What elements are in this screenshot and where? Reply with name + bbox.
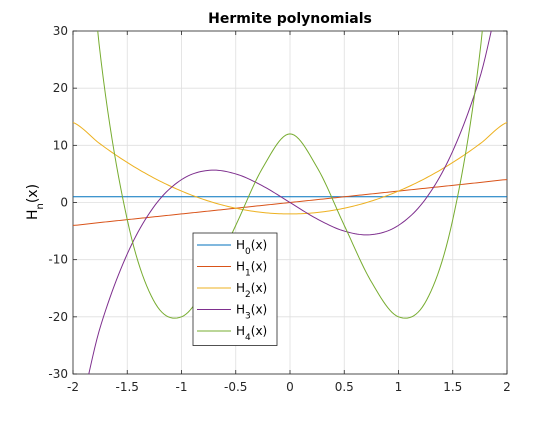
y-axis-label-suffix: (x) [25,184,41,203]
legend-label-base: H [236,281,245,295]
x-tick-label: 1.5 [443,380,462,394]
y-axis-label-base: H [25,210,41,221]
legend-label-subscript: 1 [245,269,251,279]
legend-label-h3: H3(x) [236,303,267,322]
chart-title: Hermite polynomials [208,11,372,27]
x-tick-label: -1.5 [116,380,139,394]
y-tick-label: -30 [48,367,68,381]
series-line-h2 [73,122,507,215]
legend-label-subscript: 2 [245,290,251,300]
legend-label-suffix: (x) [251,324,267,338]
x-tick-label: 1 [395,380,403,394]
legend-label-subscript: 0 [245,247,251,257]
legend-label-h2: H2(x) [236,281,267,300]
x-tick-label: -1 [176,380,188,394]
x-tick-label: -0.5 [224,380,247,394]
series-line-h4 [97,31,483,319]
legend-label-suffix: (x) [251,281,267,295]
y-axis-label-subscript: n [35,203,46,209]
legend-label-suffix: (x) [251,260,267,274]
legend-label-suffix: (x) [251,303,267,317]
legend-label-subscript: 3 [245,312,251,322]
y-tick-label: -20 [48,310,68,324]
legend-box [192,232,278,346]
legend: H0(x)H1(x)H2(x)H3(x)H4(x) [192,232,278,346]
y-tick-label: 10 [53,138,68,152]
series-line-h3 [88,31,492,374]
legend-label-base: H [236,238,245,252]
legend-label-subscript: 4 [245,333,251,343]
y-axis-label: Hn(x) [25,184,46,220]
y-tick-label: -10 [48,253,68,267]
legend-label-base: H [236,260,245,274]
x-tick-label: 0 [286,380,294,394]
legend-label-h1: H1(x) [236,260,267,279]
y-tick-label: 20 [53,81,68,95]
y-tick-label: 30 [53,24,68,38]
legend-label-h4: H4(x) [236,324,267,343]
x-tick-label: 0.5 [335,380,354,394]
y-tick-label: 0 [60,196,68,210]
legend-label-base: H [236,324,245,338]
legend-label-suffix: (x) [251,238,267,252]
series-layer [73,31,507,374]
x-tick-label: -2 [67,380,79,394]
x-tick-label: 2 [503,380,511,394]
legend-label-base: H [236,303,245,317]
legend-label-h0: H0(x) [236,238,267,257]
